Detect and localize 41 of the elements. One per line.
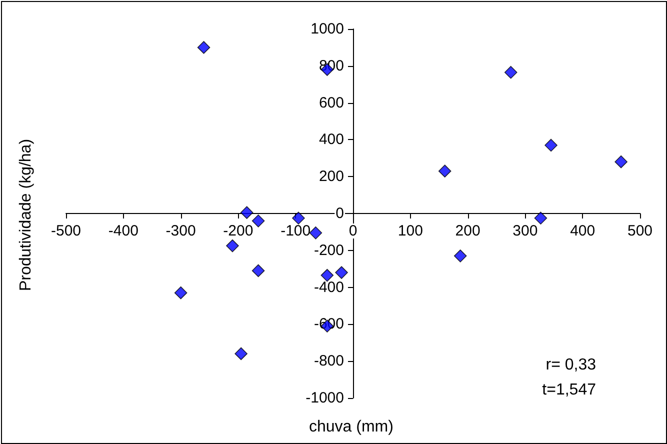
x-axis-title: chuva (mm) (309, 418, 394, 436)
annotation: t=1,547 (542, 382, 596, 398)
annotation: r= 0,33 (546, 356, 596, 374)
x-tick-label: 200 (455, 222, 480, 240)
x-tick-label: 0 (348, 222, 358, 240)
point (234, 347, 248, 360)
point (504, 66, 518, 79)
x-tick-label: 500 (627, 222, 653, 240)
x-tick-label: -100 (280, 222, 311, 240)
x-tick-label: -400 (108, 222, 138, 240)
point (226, 239, 239, 252)
y-tick-label: -1000 (306, 390, 344, 406)
y-tick-label: 0 (336, 205, 344, 222)
x-tick-label: -200 (223, 222, 254, 240)
y-tick-label: 400 (318, 131, 344, 148)
point (240, 206, 254, 219)
x-tick-label: -500 (50, 222, 82, 240)
y-tick-label: 1000 (310, 20, 344, 38)
point (309, 226, 322, 240)
point (534, 212, 548, 225)
y-tick-label: -200 (314, 242, 344, 259)
y-tick-label: 200 (318, 168, 344, 186)
y-tick-label: -400 (314, 278, 344, 296)
x-tick-label: -300 (166, 222, 196, 240)
point (454, 250, 467, 262)
point (292, 212, 305, 225)
point (438, 164, 452, 178)
point (335, 266, 348, 279)
point (252, 214, 265, 228)
point (197, 41, 210, 54)
point (614, 155, 628, 168)
point (252, 264, 265, 278)
point (174, 286, 188, 300)
x-tick-label: 400 (570, 222, 596, 240)
point (544, 138, 558, 152)
y-axis-title: Produtividade (kg/ha) (18, 138, 34, 292)
x-tick-label: 100 (398, 222, 423, 240)
y-tick-label: -800 (314, 352, 344, 370)
point (320, 268, 334, 282)
y-tick-label: 600 (318, 94, 344, 112)
x-tick-label: 300 (512, 222, 538, 240)
